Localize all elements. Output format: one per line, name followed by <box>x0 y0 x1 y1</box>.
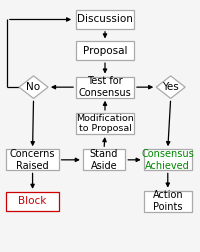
Text: No: No <box>26 82 41 92</box>
FancyBboxPatch shape <box>144 149 192 171</box>
Text: Modification
to Proposal: Modification to Proposal <box>76 114 134 133</box>
Text: Proposal: Proposal <box>83 46 127 56</box>
Text: Stand
Aside: Stand Aside <box>90 149 118 171</box>
Text: Consensus
Achieved: Consensus Achieved <box>141 149 194 171</box>
FancyBboxPatch shape <box>76 41 134 60</box>
FancyBboxPatch shape <box>6 192 59 211</box>
Text: Test for
Consensus: Test for Consensus <box>79 76 131 98</box>
Text: Concerns
Raised: Concerns Raised <box>10 149 55 171</box>
FancyBboxPatch shape <box>83 149 125 171</box>
FancyBboxPatch shape <box>76 113 134 134</box>
Text: Discussion: Discussion <box>77 15 133 24</box>
FancyBboxPatch shape <box>76 10 134 29</box>
Text: Block: Block <box>18 196 47 206</box>
FancyBboxPatch shape <box>6 149 59 171</box>
Text: Action
Points: Action Points <box>152 190 183 212</box>
FancyBboxPatch shape <box>76 77 134 98</box>
Text: Yes: Yes <box>162 82 179 92</box>
Polygon shape <box>19 76 48 99</box>
FancyBboxPatch shape <box>144 191 192 212</box>
Polygon shape <box>156 76 185 99</box>
